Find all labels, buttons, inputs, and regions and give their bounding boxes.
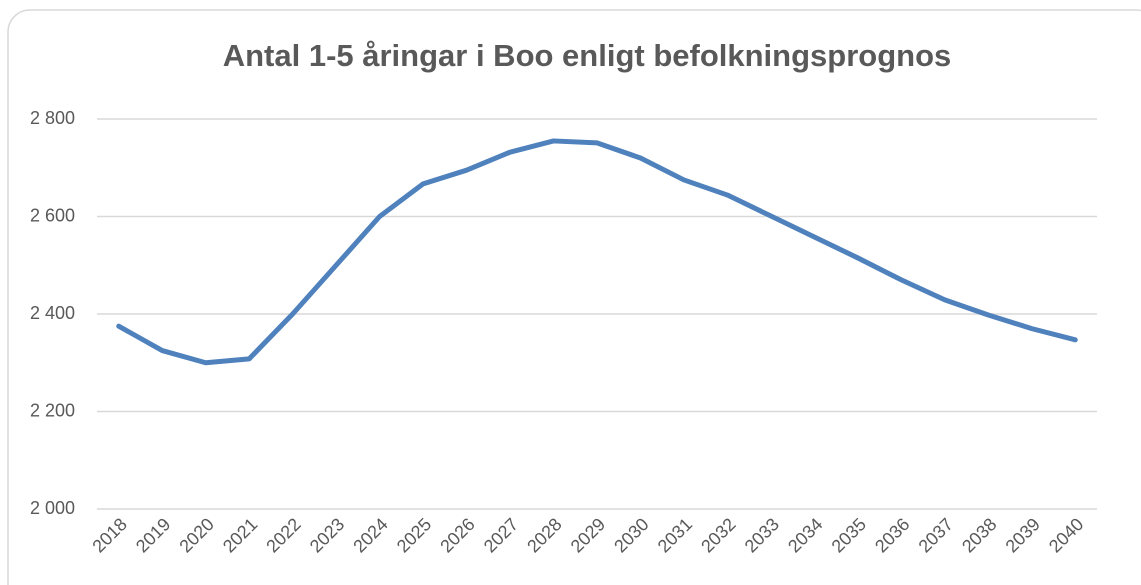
line-series: [116, 138, 1078, 366]
chart-frame: [7, 9, 1141, 585]
chart-title: Antal 1-5 åringar i Boo enligt befolknin…: [223, 38, 952, 73]
y-tick-label: 2 800: [30, 108, 75, 128]
y-tick-label: 2 000: [30, 498, 75, 518]
y-tick-label: 2 400: [30, 303, 75, 323]
y-tick-label: 2 600: [30, 205, 75, 225]
y-tick-label: 2 200: [30, 400, 75, 420]
